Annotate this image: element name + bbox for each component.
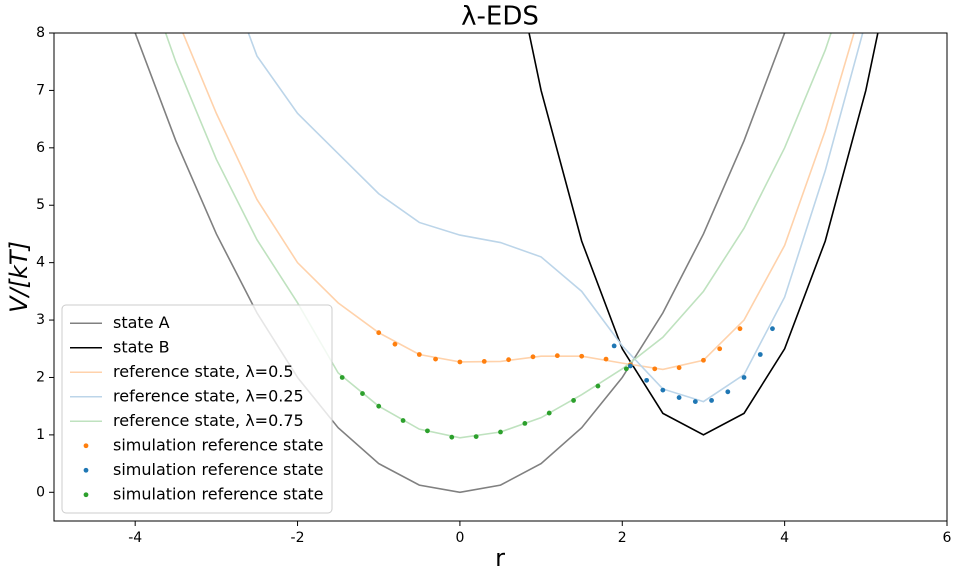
y-tick-label: 1 [36, 427, 45, 443]
x-tick-label: 0 [455, 530, 464, 546]
scatter-point [376, 403, 382, 409]
scatter-point [611, 343, 617, 349]
scatter-point [498, 429, 503, 435]
scatter-point [644, 377, 650, 383]
y-tick-label: 7 [36, 82, 45, 98]
y-tick-label: 3 [36, 312, 45, 328]
scatter-point [579, 353, 585, 359]
scatter-point [481, 358, 487, 364]
legend-label: state A [113, 313, 170, 332]
plot-area [134, 33, 879, 494]
scatter-point [360, 391, 365, 396]
scatter-point [457, 359, 463, 365]
scatter-point [433, 356, 438, 362]
scatter-point [660, 387, 666, 393]
scatter-point [676, 365, 682, 371]
scatter-point [339, 375, 345, 380]
scatter-point [709, 398, 714, 403]
scatter-point [603, 356, 609, 362]
y-tick-label: 4 [36, 255, 45, 271]
scatter-point [701, 357, 706, 363]
x-tick-label: -2 [291, 530, 305, 546]
scatter-point [400, 418, 406, 423]
y-tick-label: 6 [36, 140, 45, 156]
x-axis-label: r [495, 544, 505, 572]
chart-title: λ-EDS [461, 2, 539, 32]
scatter-point [770, 326, 775, 332]
scatter-point [425, 428, 430, 434]
line-series [528, 33, 879, 436]
scatter-point [571, 398, 576, 403]
x-tick-label: 6 [943, 530, 952, 546]
legend-label: reference state, λ=0.5 [113, 362, 294, 381]
scatter-point [554, 353, 560, 359]
legend-label: simulation reference state [113, 435, 324, 454]
legend-label: reference state, λ=0.25 [113, 386, 304, 405]
legend-label: state B [113, 337, 170, 356]
legend-box [61, 304, 333, 514]
line-series [247, 33, 864, 403]
scatter-point [449, 434, 455, 440]
y-tick-label: 0 [36, 484, 45, 500]
line-series [134, 33, 786, 494]
scatter-point [692, 399, 698, 404]
legend-label: reference state, λ=0.75 [113, 411, 304, 430]
scatter-point [676, 395, 682, 400]
x-tick-label: -4 [128, 530, 142, 546]
line-series [182, 33, 855, 371]
y-tick-label: 2 [36, 369, 45, 385]
scatter-point [473, 434, 479, 440]
y-axis-label: V/[kT] [5, 241, 33, 313]
scatter-point [741, 375, 747, 380]
scatter-point [717, 346, 723, 352]
legend-marker [83, 467, 89, 473]
legend-marker [83, 443, 89, 449]
scatter-point [725, 389, 731, 395]
scatter-point [530, 354, 536, 360]
scatter-point [627, 363, 633, 369]
scatter-point [652, 366, 658, 372]
scatter-point [376, 330, 382, 336]
scatter-point [392, 341, 398, 347]
legend-marker [83, 492, 89, 498]
scatter-point [757, 352, 763, 357]
y-tick-label: 8 [36, 25, 45, 41]
legend-label: simulation reference state [113, 460, 324, 479]
y-tick-label: 5 [36, 197, 45, 213]
scatter-point [623, 366, 629, 372]
scatter-point [737, 326, 743, 332]
scatter-point [522, 421, 528, 426]
scatter-point [416, 352, 422, 357]
x-tick-label: 2 [618, 530, 627, 546]
scatter-point [546, 410, 552, 416]
scatter-point [506, 357, 512, 363]
legend-label: simulation reference state [113, 484, 324, 503]
x-tick-label: 4 [780, 530, 789, 546]
scatter-point [595, 383, 601, 389]
plot-frame [53, 32, 948, 522]
